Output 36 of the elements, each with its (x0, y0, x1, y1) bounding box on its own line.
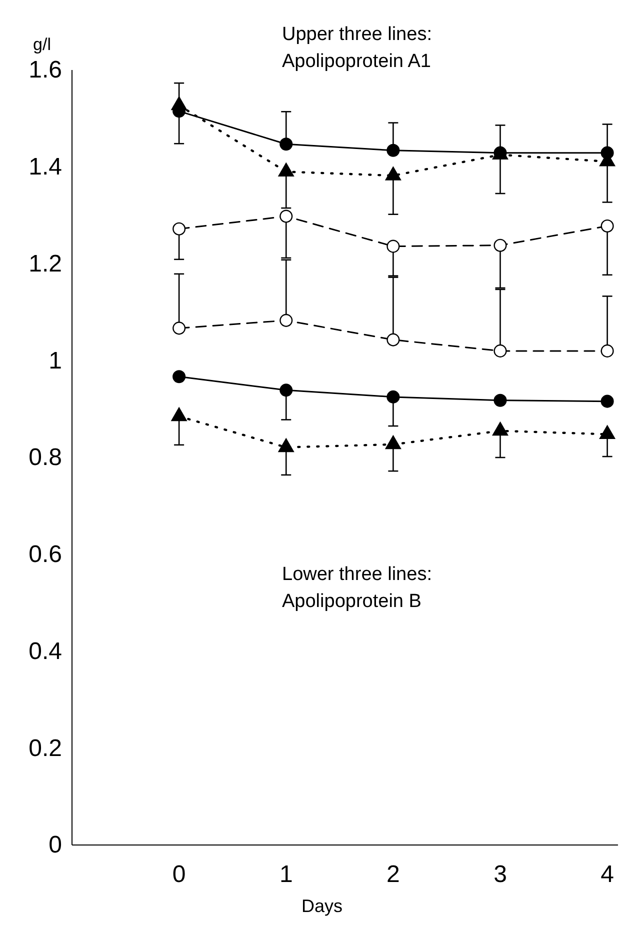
y-tick-label: 0.2 (28, 734, 62, 762)
x-tick-label: 3 (494, 861, 507, 888)
annotation: Upper three lines: Apolipoprotein A1 (282, 24, 432, 72)
x-tick-label: 0 (172, 861, 186, 888)
point (280, 138, 293, 151)
point (386, 333, 400, 346)
y-tick-label: 1.4 (28, 154, 62, 181)
point (386, 144, 400, 157)
x-axis-title: Days (301, 896, 343, 916)
point (172, 370, 186, 384)
y-tick-label: 1 (48, 347, 62, 374)
point (600, 344, 614, 358)
y-tick-label: 0.8 (28, 444, 62, 472)
point (494, 344, 507, 358)
y-tick-label: 1.2 (28, 250, 62, 278)
point (386, 390, 400, 404)
point (172, 322, 186, 335)
point (494, 394, 507, 407)
y-tick-label: 0 (48, 832, 62, 859)
point (280, 314, 293, 327)
point (280, 210, 293, 223)
point (280, 384, 293, 397)
x-tick-label: 1 (279, 861, 293, 888)
point (600, 146, 614, 160)
y-tick-label: 0.4 (28, 638, 62, 665)
annotation: Lower three lines: Apolipoprotein B (282, 564, 432, 612)
x-tick-label: 2 (386, 861, 400, 888)
x-tick-label: 4 (600, 861, 614, 888)
y-tick-label: 0.6 (28, 541, 62, 568)
point (386, 240, 400, 253)
point (172, 222, 186, 236)
y-tick-label: 1.6 (28, 56, 62, 84)
point (600, 394, 614, 408)
y-axis-title: g/l (33, 35, 51, 54)
point (494, 238, 507, 252)
point (600, 219, 614, 232)
